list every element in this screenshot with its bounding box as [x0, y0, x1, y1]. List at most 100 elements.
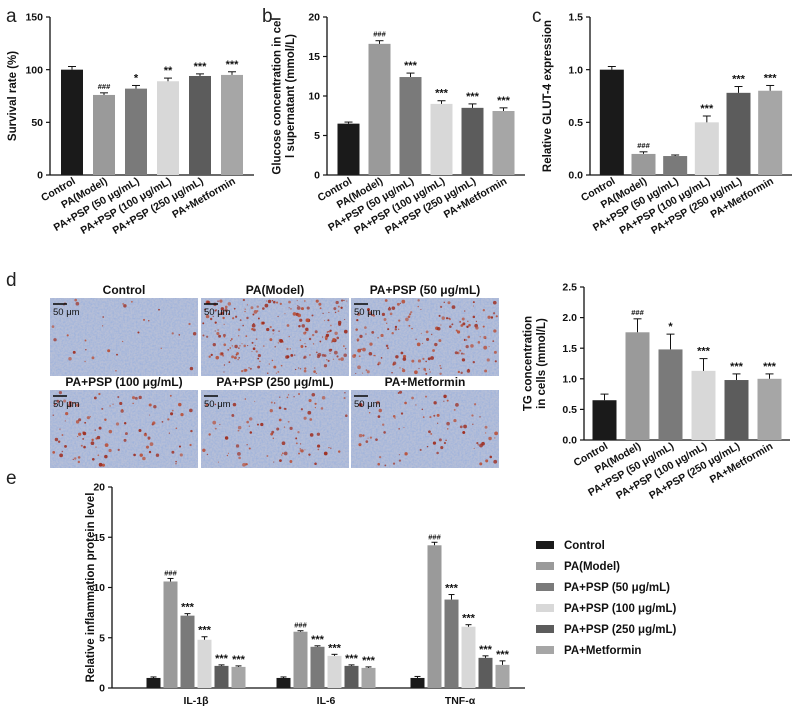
lipid-droplet [257, 357, 260, 360]
lipid-droplet [284, 313, 286, 315]
lipid-droplet [85, 349, 87, 351]
lipid-droplet [343, 353, 347, 358]
significance-label: ### [98, 82, 111, 91]
bar-pa-model [625, 332, 650, 440]
lipid-droplet [244, 398, 247, 400]
lipid-droplet [299, 339, 302, 342]
significance-label: *** [697, 346, 711, 358]
lipid-droplet [443, 394, 447, 399]
lipid-droplet [91, 457, 95, 461]
lipid-droplet [252, 313, 255, 316]
significance-label: *** [404, 60, 418, 72]
lipid-droplet [124, 432, 128, 436]
lipid-droplet [248, 366, 250, 369]
micrograph-pa-psp-100-g-ml: PA+PSP (100 μg/mL) 50 μm [50, 375, 198, 468]
bar-tnf-pa-psp-250-g-ml [478, 657, 493, 688]
lipid-droplet [494, 437, 496, 439]
lipid-droplet [356, 318, 359, 322]
lipid-droplet [59, 428, 61, 430]
lipid-droplet [246, 420, 249, 424]
lipid-droplet [279, 459, 282, 463]
bar-pa-psp-50-g-ml [125, 88, 147, 175]
bar-il-6-pa-metformin [361, 667, 376, 688]
lipid-droplet [327, 359, 330, 362]
lipid-droplet [465, 344, 469, 349]
lipid-droplet [395, 355, 399, 359]
lipid-droplet [432, 349, 435, 352]
y-tick-label: 15 [308, 51, 320, 63]
lipid-droplet [230, 339, 232, 342]
y-tick-label: 1.5 [562, 343, 577, 355]
lipid-droplet [494, 431, 498, 436]
lipid-droplet [78, 432, 82, 436]
lipid-droplet [376, 400, 380, 405]
lipid-droplet [337, 305, 340, 308]
y-tick-label: 50 [31, 117, 43, 129]
lipid-droplet [117, 448, 120, 451]
lipid-droplet [453, 418, 457, 423]
lipid-droplet [271, 430, 275, 434]
lipid-droplet [391, 306, 396, 310]
y-axis-label: Relative GLUT-4 expression [542, 20, 554, 172]
lipid-droplet [244, 308, 246, 310]
bar-pa-metformin [492, 111, 515, 175]
lipid-droplet [381, 312, 386, 316]
lipid-droplet [423, 367, 427, 371]
legend-item-pa-psp-250-g-ml: PA+PSP (250 μg/mL) [536, 624, 677, 636]
lipid-droplet [315, 351, 318, 354]
bar-pa-psp-100-g-ml [430, 103, 453, 175]
panel-label-e: e [6, 468, 17, 489]
lipid-droplet [98, 426, 102, 430]
lipid-droplet [315, 299, 319, 303]
lipid-droplet [303, 416, 307, 420]
lipid-droplet [430, 356, 434, 360]
legend: Control PA(Model) PA+PSP (50 μg/mL) PA+PSP … [536, 540, 677, 657]
lipid-droplet [246, 444, 248, 446]
significance-label: *** [181, 602, 195, 614]
lipid-droplet [459, 320, 462, 323]
significance-label: *** [345, 653, 359, 665]
lipid-droplet [95, 446, 97, 448]
lipid-droplet [223, 333, 226, 337]
lipid-droplet [145, 445, 150, 449]
lipid-droplet [334, 331, 338, 336]
lipid-droplet [468, 323, 471, 327]
lipid-droplet [202, 322, 205, 325]
bar-tnf-pa-psp-50-g-ml [444, 599, 459, 688]
lipid-droplet [293, 396, 295, 398]
lipid-droplet [180, 413, 184, 417]
lipid-droplet [467, 320, 469, 323]
lipid-droplet [392, 414, 396, 418]
lipid-droplet [104, 454, 108, 459]
significance-label: * [134, 72, 139, 84]
lipid-droplet [297, 392, 301, 396]
lipid-droplet [59, 453, 63, 458]
lipid-droplet [439, 372, 442, 376]
lipid-droplet [277, 342, 279, 344]
bar-control [61, 69, 83, 175]
lipid-droplet [91, 356, 95, 360]
lipid-droplet [278, 330, 280, 332]
lipid-droplet [443, 441, 447, 445]
lipid-droplet [84, 339, 87, 342]
lipid-droplet [83, 445, 86, 449]
lipid-droplet [438, 339, 442, 343]
lipid-droplet [266, 300, 268, 302]
bar-pa-psp-250-g-ml [724, 380, 749, 440]
lipid-droplet [189, 408, 193, 413]
lipid-droplet [220, 352, 224, 355]
lipid-droplet [283, 451, 288, 456]
legend-item-pa-psp-50-g-ml: PA+PSP (50 μg/mL) [536, 582, 670, 594]
lipid-droplet [248, 425, 250, 427]
lipid-droplet [463, 310, 466, 312]
lipid-droplet [230, 338, 233, 340]
lipid-droplet [104, 418, 107, 421]
significance-label: *** [462, 613, 476, 625]
lipid-droplet [261, 321, 265, 325]
significance-label: ### [164, 568, 177, 577]
lipid-droplet [473, 403, 477, 406]
lipid-droplet [296, 306, 301, 310]
significance-label: *** [764, 72, 778, 84]
lipid-droplet [202, 448, 206, 452]
